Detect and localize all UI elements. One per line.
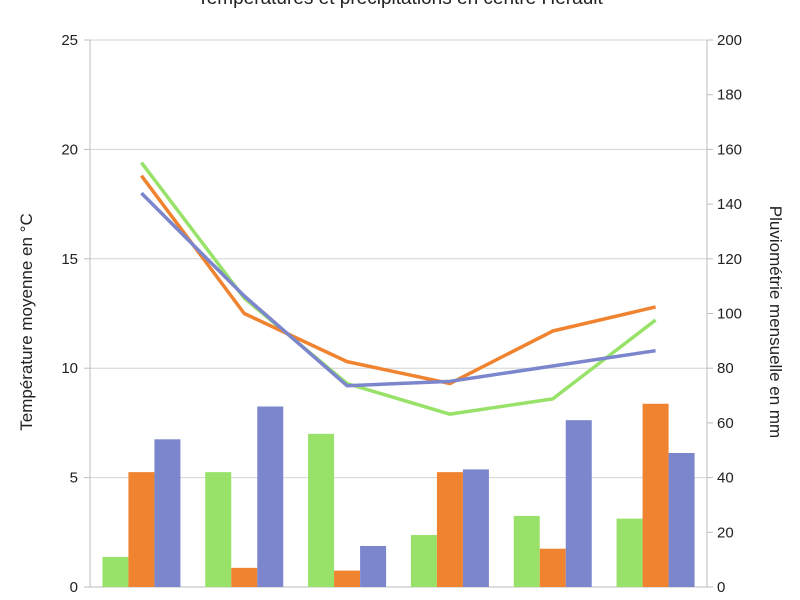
y-left-tick-label-3: 15	[61, 251, 78, 268]
bar-series1-3	[308, 433, 335, 587]
bar-series3-1	[154, 439, 181, 587]
y-right-tick-label-4: 80	[717, 360, 734, 377]
bar-series2-3	[334, 570, 361, 587]
y-left-tick-label-4: 20	[61, 141, 78, 158]
y-right-tick-label-5: 100	[717, 306, 742, 323]
y-left-tick-label-5: 25	[61, 32, 78, 49]
bar-series1-1	[102, 556, 129, 587]
y-left-tick-label-1: 5	[70, 470, 78, 487]
y-left-tick-label-2: 10	[61, 360, 78, 377]
line-series2	[140, 174, 656, 386]
y-right-tick-label-8: 160	[717, 141, 742, 158]
y-right-tick-label-7: 140	[717, 196, 742, 213]
bar-series2-2	[231, 567, 258, 587]
y-right-tick-label-9: 180	[717, 87, 742, 104]
chart-title: Températures et précipitations en centre…	[0, 0, 800, 10]
y-right-tick-label-6: 120	[717, 251, 742, 268]
bar-series1-4	[410, 535, 437, 587]
y-left-tick-label-0: 0	[70, 579, 78, 596]
bar-series2-5	[539, 548, 566, 587]
bar-series2-6	[642, 403, 669, 587]
bar-series2-4	[436, 472, 463, 587]
line-series3	[140, 191, 656, 388]
y-right-tick-label-2: 40	[717, 470, 734, 487]
y-right-tick-label-0: 0	[717, 579, 725, 596]
y-right-tick-label-10: 200	[717, 32, 742, 49]
bar-series1-2	[205, 472, 232, 587]
y-right-tick-label-1: 20	[717, 524, 734, 541]
bar-series3-4	[462, 469, 489, 587]
y-right-tick-label-3: 60	[717, 415, 734, 432]
bar-series3-5	[565, 420, 592, 587]
bar-series3-3	[360, 545, 387, 587]
bar-series3-2	[257, 406, 284, 587]
bar-series1-6	[616, 518, 643, 587]
line-series1	[140, 161, 657, 416]
bar-series1-5	[513, 515, 540, 587]
bar-series2-1	[128, 472, 155, 587]
bar-series3-6	[668, 452, 695, 587]
